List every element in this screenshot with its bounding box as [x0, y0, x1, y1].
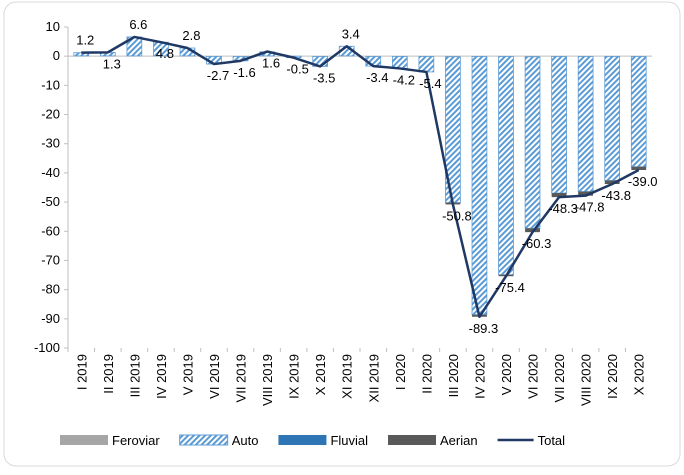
legend-label: Fluvial	[330, 433, 368, 448]
x-tick-label: IV 2019	[154, 354, 169, 399]
legend-label: Auto	[232, 433, 259, 448]
y-tick-label: -90	[41, 311, 60, 326]
legend-label: Aerian	[440, 433, 478, 448]
legend-label: Feroviar	[112, 433, 160, 448]
bar	[552, 56, 567, 193]
data-label: -2.7	[207, 68, 229, 83]
data-label: -3.5	[313, 70, 335, 85]
y-tick-label: -40	[41, 165, 60, 180]
data-label: -60.3	[522, 236, 552, 251]
y-tick-label: -70	[41, 252, 60, 267]
bar	[605, 56, 620, 180]
x-tick-label: V 2020	[499, 354, 514, 395]
x-tick-label: VI 2019	[207, 354, 222, 399]
x-tick-label: VII 2019	[234, 354, 249, 402]
x-tick-label: III 2019	[127, 354, 142, 397]
y-tick-label: -30	[41, 136, 60, 151]
data-label: 1.2	[76, 33, 94, 48]
data-label: -5.4	[419, 76, 441, 91]
legend-swatch	[278, 435, 326, 445]
bar	[631, 56, 646, 166]
data-label: -0.5	[286, 62, 308, 77]
data-label: -89.3	[469, 321, 499, 336]
x-tick-label: IX 2019	[287, 354, 302, 399]
y-tick-label: -50	[41, 194, 60, 209]
y-tick-label: -60	[41, 223, 60, 238]
x-tick-label: XII 2019	[366, 354, 381, 402]
x-tick-label: III 2020	[446, 354, 461, 397]
legend-swatch	[388, 435, 436, 445]
bar	[525, 57, 540, 229]
legend-swatch	[180, 435, 228, 445]
bar	[578, 56, 593, 191]
bar	[499, 56, 514, 274]
x-tick-label: IV 2020	[472, 354, 487, 399]
data-label: -3.4	[366, 70, 388, 85]
x-tick-label: X 2020	[632, 354, 647, 395]
x-tick-label: VII 2020	[552, 354, 567, 402]
x-tick-label: VI 2020	[526, 354, 541, 399]
y-tick-label: -80	[41, 282, 60, 297]
data-label: -39.0	[628, 174, 658, 189]
y-tick-label: -100	[34, 340, 60, 355]
x-tick-label: II 2020	[419, 354, 434, 394]
data-label: -48.3	[548, 201, 578, 216]
bar	[419, 56, 434, 71]
data-label: -1.6	[233, 65, 255, 80]
x-tick-label: I 2019	[74, 354, 89, 390]
data-label: -4.2	[393, 72, 415, 87]
x-tick-label: I 2020	[393, 354, 408, 390]
bar	[472, 56, 487, 314]
data-label: -50.8	[442, 208, 472, 223]
data-label: -47.8	[575, 200, 605, 215]
x-tick-label: V 2019	[180, 354, 195, 395]
y-tick-label: -10	[41, 77, 60, 92]
data-label: -43.8	[601, 188, 631, 203]
x-tick-label: IX 2020	[605, 354, 620, 399]
x-tick-label: VIII 2020	[579, 354, 594, 406]
x-tick-label: X 2019	[313, 354, 328, 395]
data-label: 1.6	[262, 56, 280, 71]
y-tick-label: 0	[53, 48, 60, 63]
y-tick-label: 10	[46, 19, 60, 34]
data-label: -75.4	[495, 280, 525, 295]
legend-swatch	[60, 435, 108, 445]
data-label: 4.8	[156, 46, 174, 61]
y-tick-label: -20	[41, 107, 60, 122]
x-tick-label: VIII 2019	[260, 354, 275, 406]
x-tick-label: II 2019	[101, 354, 116, 394]
legend-label: Total	[538, 433, 566, 448]
bar	[631, 167, 646, 170]
data-label: 3.4	[342, 26, 360, 41]
x-tick-label: XI 2019	[340, 354, 355, 399]
data-label: 6.6	[129, 17, 147, 32]
bar	[392, 56, 407, 68]
data-label: 2.8	[182, 28, 200, 43]
data-label: 1.3	[103, 56, 121, 71]
